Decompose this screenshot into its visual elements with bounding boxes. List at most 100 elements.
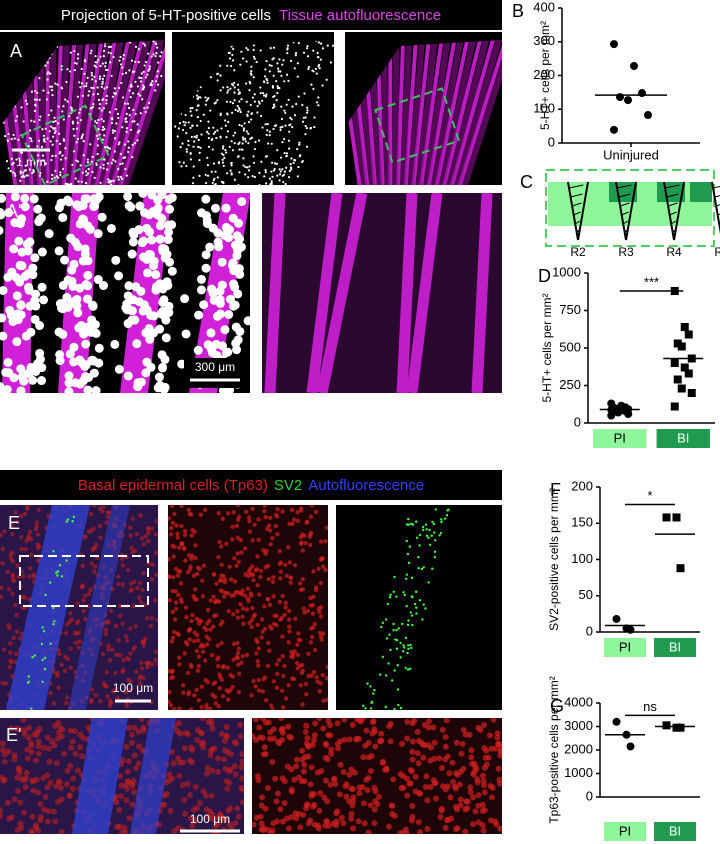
cell	[46, 78, 49, 81]
nucleus	[308, 542, 313, 548]
cell	[217, 257, 227, 267]
cell	[142, 357, 152, 367]
cell	[28, 168, 31, 171]
cell	[305, 145, 309, 148]
cell	[75, 141, 78, 144]
cell	[47, 113, 50, 117]
nucleus	[323, 538, 328, 544]
sv2	[404, 666, 407, 670]
autofluor	[68, 505, 130, 710]
nucleus	[28, 536, 34, 542]
nucleus	[192, 783, 199, 790]
cell	[76, 121, 79, 124]
cell	[123, 304, 133, 314]
cell	[57, 105, 60, 108]
nucleus	[327, 722, 334, 729]
nucleus	[145, 527, 151, 532]
nucleus	[152, 598, 158, 603]
cell	[242, 164, 245, 167]
nucleus	[194, 648, 200, 654]
cell	[54, 154, 57, 157]
nucleus	[170, 635, 176, 640]
nucleus	[481, 807, 488, 814]
cell	[28, 270, 38, 280]
nucleus	[211, 572, 217, 577]
sv2	[381, 655, 385, 659]
cell	[295, 102, 298, 106]
nucleus	[204, 705, 209, 710]
cell	[97, 118, 100, 122]
nucleus	[177, 706, 182, 710]
ray	[415, 32, 439, 185]
cell	[136, 131, 140, 134]
cell	[101, 80, 104, 83]
nucleus	[426, 718, 433, 725]
cell	[256, 105, 259, 108]
nucleus	[173, 606, 179, 612]
nucleus	[44, 818, 51, 825]
cell	[107, 51, 110, 54]
cell	[24, 164, 27, 167]
nucleus	[450, 778, 457, 785]
nucleus	[439, 726, 446, 733]
nucleus	[24, 746, 31, 753]
nucleus	[277, 806, 284, 813]
cell	[168, 51, 170, 53]
nucleus	[281, 800, 288, 807]
stripe	[396, 193, 418, 393]
nucleus	[252, 733, 256, 740]
nucleus	[480, 777, 487, 784]
nucleus	[308, 514, 314, 520]
cell	[134, 60, 137, 63]
cell	[105, 99, 108, 102]
nucleus	[97, 698, 103, 704]
cell	[0, 226, 4, 235]
cell	[24, 99, 28, 102]
sv2	[380, 625, 383, 629]
nucleus	[167, 807, 174, 814]
nucleus	[187, 511, 192, 517]
nucleus	[13, 510, 18, 515]
nucleus	[28, 565, 33, 571]
cell	[79, 86, 82, 89]
nucleus	[179, 782, 186, 789]
nucleus	[308, 764, 315, 771]
cell	[236, 155, 240, 158]
nucleus	[65, 695, 70, 700]
sv2	[41, 658, 44, 662]
cell	[78, 187, 80, 189]
cell	[265, 93, 268, 96]
sv2	[422, 528, 425, 532]
header-text: Tissue autofluorescence	[279, 7, 441, 24]
cell	[64, 157, 67, 160]
nucleus	[265, 719, 272, 726]
nucleus	[88, 587, 93, 592]
cell	[251, 200, 253, 202]
nucleus	[68, 744, 75, 751]
cell	[304, 124, 307, 128]
cell	[47, 91, 50, 94]
point	[616, 93, 624, 102]
nucleus	[211, 681, 216, 686]
cell	[90, 86, 93, 89]
nucleus	[216, 554, 221, 560]
nucleus	[320, 725, 327, 732]
nucleus	[0, 532, 3, 538]
cell	[37, 247, 47, 257]
cell	[286, 189, 288, 191]
nucleus	[427, 783, 434, 790]
y-tick-label: 500	[559, 339, 581, 354]
cell	[76, 160, 80, 163]
nucleus	[277, 561, 282, 567]
cell	[51, 177, 54, 180]
cell	[155, 46, 159, 49]
cell	[46, 61, 49, 64]
cell	[108, 111, 111, 114]
nucleus	[245, 586, 251, 591]
cell	[153, 195, 163, 205]
cell	[131, 143, 134, 146]
nucleus	[293, 763, 300, 770]
cell	[160, 74, 163, 78]
nucleus	[474, 779, 481, 786]
cell	[33, 204, 43, 214]
